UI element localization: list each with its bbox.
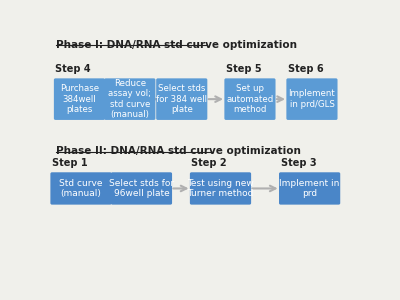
FancyBboxPatch shape [224, 78, 276, 120]
FancyBboxPatch shape [279, 172, 340, 205]
Text: Step 3: Step 3 [280, 158, 316, 168]
Text: Select stds
for 384 well
plate: Select stds for 384 well plate [156, 84, 207, 114]
Text: Step 2: Step 2 [192, 158, 227, 168]
Text: Std curve
(manual): Std curve (manual) [59, 179, 103, 198]
Text: Reduce
assay vol;
std curve
(manual): Reduce assay vol; std curve (manual) [108, 79, 151, 119]
FancyBboxPatch shape [50, 172, 112, 205]
FancyBboxPatch shape [190, 172, 251, 205]
FancyBboxPatch shape [156, 78, 207, 120]
FancyBboxPatch shape [111, 172, 172, 205]
Text: Step 5: Step 5 [226, 64, 262, 74]
FancyBboxPatch shape [104, 78, 155, 120]
Text: Phase I: DNA/RNA std curve optimization: Phase I: DNA/RNA std curve optimization [56, 40, 297, 50]
Text: Test using new
Turner method: Test using new Turner method [187, 179, 254, 198]
FancyBboxPatch shape [54, 78, 105, 120]
Text: Step 1: Step 1 [52, 158, 88, 168]
Text: Phase II: DNA/RNA std curve optimization: Phase II: DNA/RNA std curve optimization [56, 146, 301, 156]
Text: Implement
in prd/GLS: Implement in prd/GLS [288, 89, 335, 109]
Text: Set up
automated
method: Set up automated method [226, 84, 274, 114]
Text: Implement in
prd: Implement in prd [280, 179, 340, 198]
FancyBboxPatch shape [286, 78, 338, 120]
Text: Step 4: Step 4 [56, 64, 91, 74]
Text: Purchase
384well
plates: Purchase 384well plates [60, 84, 99, 114]
Text: Select stds for
96well plate: Select stds for 96well plate [109, 179, 174, 198]
Text: Step 6: Step 6 [288, 64, 324, 74]
